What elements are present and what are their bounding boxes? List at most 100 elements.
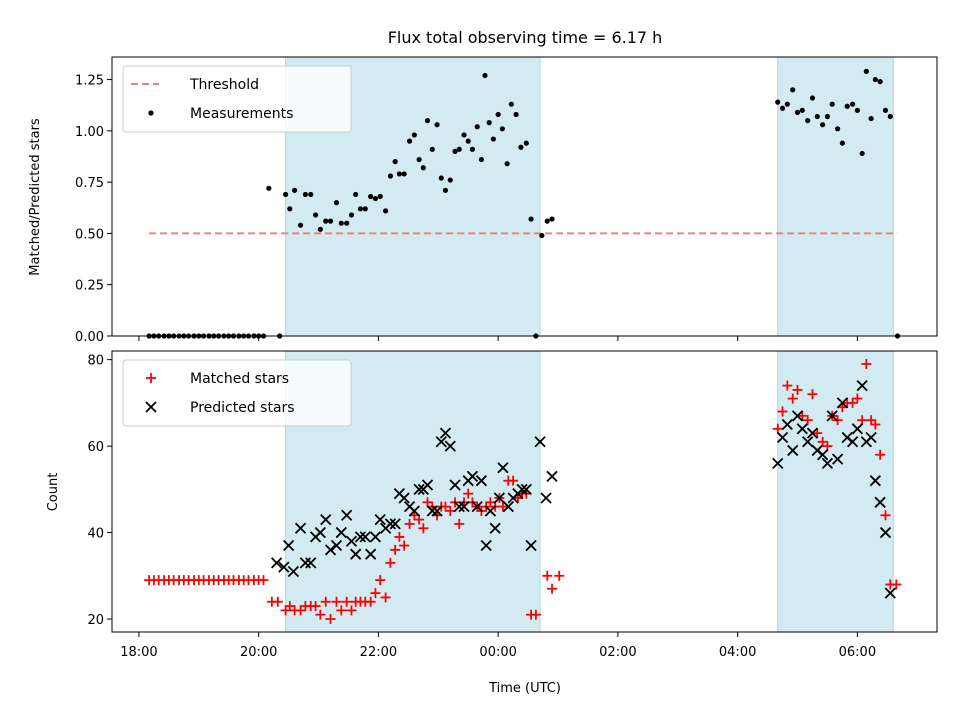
predicted-point <box>341 509 353 521</box>
cross-stroke-b <box>884 587 896 599</box>
measurement-point <box>805 117 811 124</box>
matched-point <box>418 523 429 534</box>
measurement-point <box>499 126 505 132</box>
cross-stroke-b <box>389 518 401 530</box>
predicted-point <box>449 479 461 491</box>
measurement-point <box>317 226 323 232</box>
cross-stroke-b <box>869 475 881 487</box>
predicted-point <box>330 539 343 552</box>
predicted-point <box>435 436 447 448</box>
measurement-point <box>482 72 488 79</box>
cross-stroke-b <box>421 479 434 491</box>
top-legend-label: Measurements <box>190 106 293 122</box>
matched-point <box>385 557 396 568</box>
measurement-point <box>872 76 878 83</box>
predicted-point <box>294 522 307 534</box>
measurement-point <box>424 117 431 124</box>
measurement-point <box>835 126 841 132</box>
cross-stroke-b <box>516 483 528 495</box>
measurement-point <box>794 109 801 115</box>
measurement-point <box>495 111 501 118</box>
matched-point <box>802 415 813 426</box>
predicted-point <box>869 475 881 487</box>
top-axes-frame <box>111 56 938 337</box>
top-y-axis-label: Matched/Predicted stars <box>28 118 43 276</box>
matched-point <box>772 423 783 434</box>
measurement-point <box>368 193 374 200</box>
predicted-point <box>796 423 808 435</box>
matched-point <box>445 505 456 516</box>
predicted-point <box>453 500 465 513</box>
cross-stroke-b <box>802 436 814 448</box>
cross-stroke-b <box>466 470 479 483</box>
matched-point <box>861 358 872 369</box>
predicted-point <box>791 410 804 422</box>
measurement-point <box>372 195 379 202</box>
top-y-tick-label: 0.00 <box>75 330 104 345</box>
predicted-point <box>466 470 479 483</box>
cross-stroke-b <box>364 548 377 560</box>
cross-stroke-b <box>431 505 443 517</box>
predicted-point <box>320 513 332 526</box>
bottom-legend-label: Matched stars <box>190 371 289 387</box>
cross-stroke-b <box>826 410 838 422</box>
measurement-point <box>392 159 398 165</box>
cross-stroke-b <box>879 526 892 539</box>
cross-stroke-b <box>484 505 497 517</box>
cross-stroke-b <box>398 492 410 504</box>
measurement-point <box>474 124 480 130</box>
measurement-point <box>383 208 389 214</box>
cross-stroke-b <box>449 479 461 491</box>
predicted-point <box>350 548 362 560</box>
measurement-point <box>775 99 781 105</box>
measurement-point <box>387 173 393 179</box>
predicted-point <box>781 418 793 431</box>
predicted-point <box>489 522 501 534</box>
matched-point <box>310 601 321 612</box>
cross-stroke-b <box>851 423 864 435</box>
predicted-point <box>497 462 509 474</box>
cross-stroke-b <box>350 548 362 560</box>
bottom-y-tick-label: 40 <box>87 527 104 542</box>
cross-stroke-b <box>534 436 546 448</box>
cross-stroke-b <box>791 410 804 422</box>
predicted-point <box>271 557 283 569</box>
x-tick-label: 22:00 <box>360 645 397 660</box>
cross-stroke-b <box>439 427 452 439</box>
measurement-point <box>779 105 786 111</box>
cross-stroke-b <box>444 440 456 452</box>
measurement-point <box>539 232 545 239</box>
measurement-point <box>438 175 444 181</box>
cross-stroke-b <box>497 462 509 474</box>
measurement-point <box>287 206 293 212</box>
cross-stroke-b <box>772 457 784 470</box>
cross-stroke-b <box>278 561 290 573</box>
matched-point <box>777 406 788 417</box>
top-shaded-span-1 <box>777 56 894 337</box>
measurement-point <box>814 113 820 120</box>
top-y-tick-label: 0.50 <box>75 227 104 242</box>
bottom-y-tick-label: 60 <box>87 440 104 455</box>
predicted-point <box>884 587 896 599</box>
matched-point <box>787 393 798 404</box>
predicted-point <box>525 539 537 552</box>
predicted-point <box>408 505 420 517</box>
matched-point <box>394 531 405 542</box>
predicted-point <box>364 548 377 560</box>
matched-point <box>891 579 902 590</box>
measurement-point <box>416 156 422 163</box>
matched-point <box>875 449 886 460</box>
measurement-point <box>292 187 298 193</box>
measurement-point <box>544 218 550 224</box>
matched-point <box>422 497 433 508</box>
measurement-point <box>829 101 835 107</box>
predicted-point <box>502 500 514 513</box>
measurement-point <box>447 177 453 183</box>
matched-point <box>797 410 808 421</box>
matched-point <box>822 441 833 452</box>
cross-stroke-b <box>287 565 300 578</box>
measurement-point <box>490 136 496 142</box>
measurement-point <box>518 144 524 150</box>
measurement-point <box>478 156 484 163</box>
measurement-point <box>784 101 790 107</box>
